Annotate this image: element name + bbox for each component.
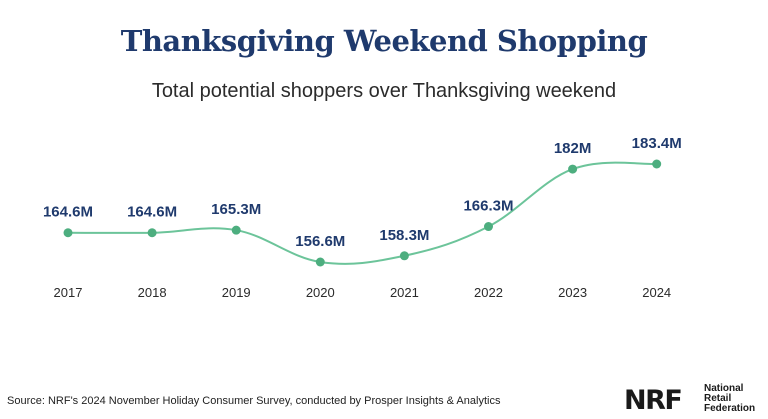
logo-mark: NRF [624, 385, 683, 416]
chart-title: Thanksgiving Weekend Shopping [120, 24, 648, 58]
data-label: 182M [554, 140, 592, 157]
data-point [399, 251, 409, 261]
data-label: 164.6M [43, 204, 93, 221]
x-tick-label: 2024 [642, 285, 671, 300]
x-tick-label: 2017 [54, 285, 83, 300]
data-point [484, 222, 493, 232]
data-point [652, 159, 662, 169]
x-tick-label: 2020 [306, 285, 335, 300]
logo-word: Federation [704, 403, 756, 414]
footer: Source: NRF's 2024 November Holiday Cons… [0, 383, 768, 419]
data-point [568, 164, 578, 174]
data-point [315, 257, 325, 267]
data-label: 166.3M [463, 198, 513, 215]
x-tick-label: 2021 [390, 285, 419, 300]
data-point [231, 225, 241, 235]
logo-word: National [704, 383, 744, 394]
data-label: 164.6M [127, 204, 177, 221]
logo-word: Retail [704, 393, 732, 404]
x-tick-label: 2023 [558, 285, 587, 300]
data-label: 165.3M [211, 201, 261, 218]
x-tick-label: 2018 [138, 285, 167, 300]
series-line [67, 161, 657, 265]
line-chart: 164.6M 2017 164.6M 2018 165.3M 2019 156.6M 2020… [43, 135, 682, 300]
data-label: 156.6M [295, 233, 345, 250]
data-label: 158.3M [379, 227, 429, 244]
data-label: 183.4M [632, 135, 682, 152]
x-tick-label: 2019 [222, 285, 251, 300]
data-point [147, 228, 157, 238]
source-note: Source: NRF's 2024 November Holiday Cons… [7, 395, 501, 407]
x-tick-label: 2022 [474, 285, 503, 300]
logo-words: National Retail Federation [704, 384, 764, 414]
chart-subtitle: Total potential shoppers over Thanksgivi… [151, 80, 617, 102]
data-point [63, 228, 73, 238]
